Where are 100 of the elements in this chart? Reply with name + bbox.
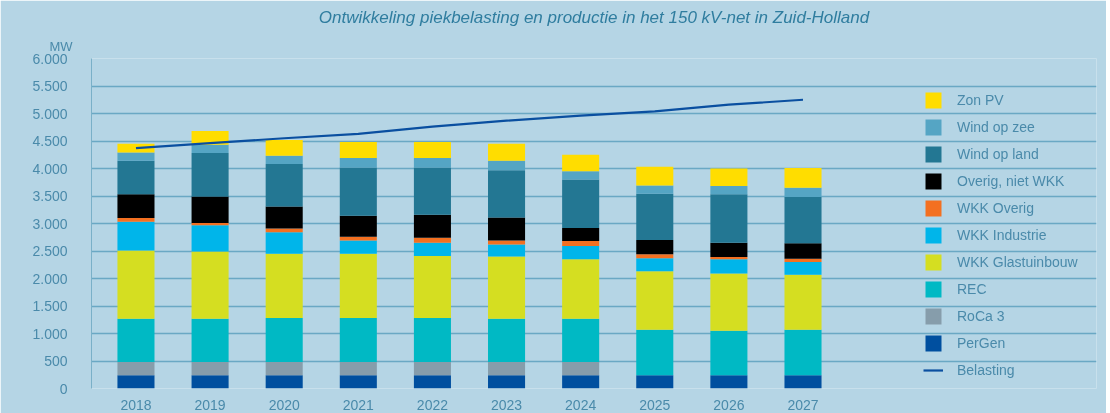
bar	[784, 167, 822, 188]
bar	[413, 237, 451, 243]
bar	[191, 153, 229, 197]
y-tick-label: 3.500	[32, 188, 68, 204]
x-tick-label: 2024	[565, 396, 597, 413]
bar	[191, 362, 229, 376]
bar	[562, 227, 600, 242]
bar	[117, 221, 155, 251]
bar	[784, 262, 822, 275]
bar	[784, 375, 822, 389]
x-tick-label: 2023	[490, 396, 523, 413]
bar	[784, 274, 822, 330]
bar	[413, 318, 451, 363]
bar	[636, 240, 674, 255]
bar	[784, 197, 822, 244]
bar	[488, 244, 526, 257]
y-tick-label: 500	[44, 353, 68, 369]
y-tick-label: 1.500	[32, 298, 68, 314]
bar	[265, 164, 303, 207]
bar	[636, 185, 674, 194]
bar	[191, 251, 229, 319]
bar	[710, 375, 748, 389]
bar	[488, 375, 526, 389]
bar	[191, 318, 229, 363]
legend-label: WKK Industrie	[957, 227, 1047, 243]
bar	[413, 362, 451, 376]
bar	[265, 362, 303, 376]
bar	[191, 144, 229, 154]
bar	[710, 194, 748, 243]
bar	[265, 318, 303, 363]
chart-title: Ontwikkeling piekbelasting en productie in het 150 kV-net in Zuid-Holland	[318, 7, 870, 27]
bar	[562, 154, 600, 172]
bar	[562, 375, 600, 389]
line-series	[134, 98, 805, 150]
x-tick-label: 2018	[120, 396, 152, 413]
bar	[710, 242, 748, 258]
legend-label: Overig, niet WKK	[957, 173, 1065, 189]
legend-label: REC	[957, 281, 987, 297]
bar	[784, 329, 822, 376]
legend-label: Zon PV	[957, 92, 1004, 108]
legend-label: WKK Overig	[957, 200, 1035, 216]
bar	[636, 329, 674, 376]
bar	[339, 240, 377, 254]
bar	[265, 155, 303, 165]
x-tick-label: 2025	[639, 396, 671, 413]
bar	[339, 375, 377, 389]
bar	[784, 258, 822, 262]
legend-label: WKK Glastuinbouw	[957, 254, 1078, 270]
bar	[339, 158, 377, 168]
bar	[784, 187, 822, 198]
bar	[117, 194, 155, 218]
bar	[562, 362, 600, 376]
bar	[339, 236, 377, 241]
bar	[562, 171, 600, 180]
bar	[784, 243, 822, 259]
bar	[117, 250, 155, 319]
bar	[339, 362, 377, 376]
bar	[191, 225, 229, 252]
bar	[488, 143, 526, 161]
bar	[562, 241, 600, 247]
bar	[710, 257, 748, 260]
bar	[413, 375, 451, 389]
x-tick-label: 2019	[194, 396, 226, 413]
x-tick-label: 2022	[416, 396, 449, 413]
bar	[413, 242, 451, 256]
bar	[191, 196, 229, 223]
bar	[117, 362, 155, 376]
bar	[339, 142, 377, 159]
bar	[265, 375, 303, 389]
y-tick-label: 3.000	[32, 215, 68, 232]
bar	[636, 271, 674, 330]
x-tick-label: 2020	[268, 396, 300, 413]
bar	[339, 215, 377, 237]
y-tick-label: 4.000	[32, 160, 68, 177]
bar	[710, 186, 748, 195]
bar	[191, 375, 229, 389]
bar	[636, 258, 674, 272]
bar	[710, 259, 748, 274]
bar	[488, 170, 526, 218]
bar	[117, 318, 155, 363]
x-tick-label: 2026	[713, 396, 745, 413]
bar	[339, 318, 377, 363]
y-tick-label: 2.500	[32, 243, 68, 259]
bar	[265, 253, 303, 319]
bar	[117, 160, 155, 195]
bar	[710, 273, 748, 331]
bar	[117, 375, 155, 389]
y-tick-label: 5.000	[32, 105, 68, 122]
bar	[413, 214, 451, 238]
bar	[562, 318, 600, 363]
bar	[710, 168, 748, 187]
bar	[413, 255, 451, 319]
legend-label: Wind op land	[957, 146, 1039, 162]
legend-label: Wind op zee	[957, 119, 1035, 135]
bar	[562, 179, 600, 228]
bar	[488, 362, 526, 376]
y-tick-label: 2.000	[32, 270, 68, 287]
bar	[636, 193, 674, 240]
x-tick-label: 2027	[787, 396, 819, 413]
bar	[117, 218, 155, 222]
